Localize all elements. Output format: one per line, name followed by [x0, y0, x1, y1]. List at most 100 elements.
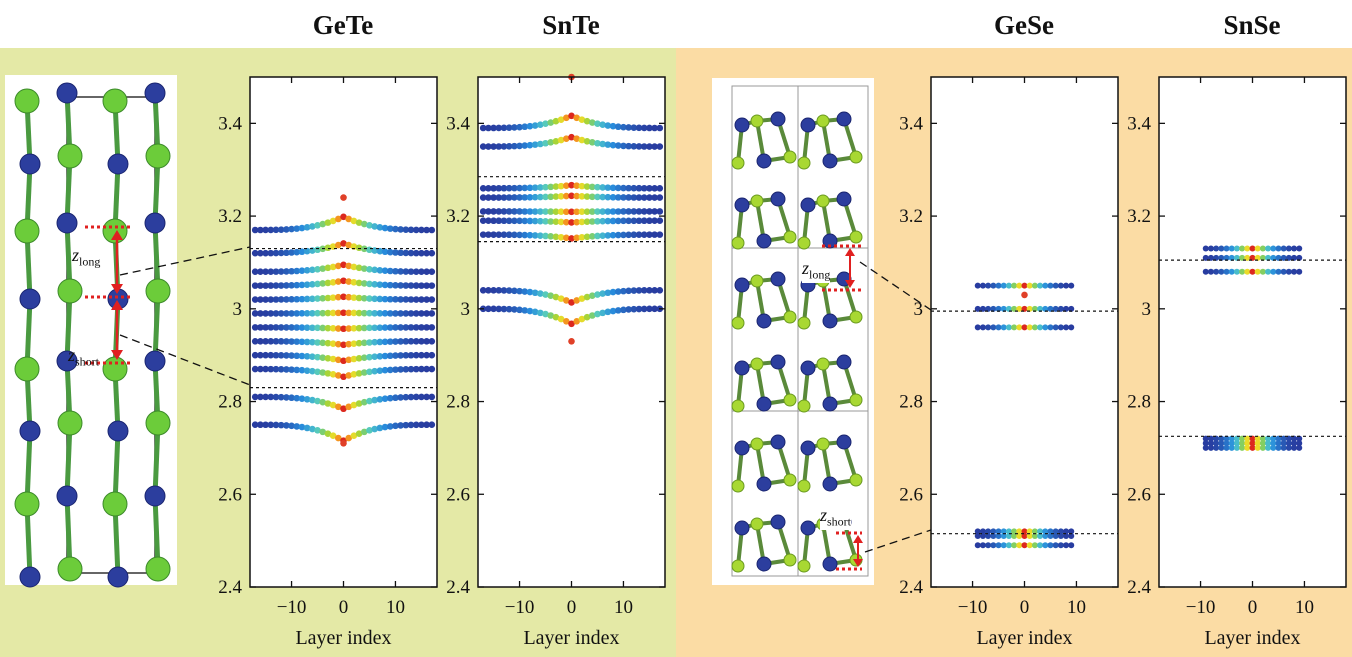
data-point — [583, 233, 591, 241]
data-point — [272, 393, 280, 401]
data-point — [1249, 268, 1256, 275]
data-point — [479, 217, 487, 225]
data-point — [583, 117, 591, 125]
data-point — [381, 248, 389, 256]
data-point — [355, 294, 363, 302]
se-atom — [797, 479, 811, 493]
data-point — [511, 142, 518, 150]
data-point — [355, 309, 363, 317]
data-point — [407, 282, 415, 289]
data-point — [1052, 324, 1059, 331]
data-point — [552, 233, 560, 241]
data-point — [1218, 268, 1225, 275]
data-point — [500, 217, 508, 225]
data-point — [293, 267, 301, 275]
data-point — [547, 233, 555, 240]
data-point — [335, 262, 342, 270]
data-point — [257, 393, 264, 401]
data-point — [371, 338, 378, 346]
data-point — [505, 208, 513, 215]
data-point — [1280, 440, 1287, 447]
data-point — [355, 244, 363, 252]
data-point — [340, 341, 347, 349]
data-point — [1233, 268, 1240, 275]
data-point — [635, 231, 643, 238]
data-point — [1291, 440, 1298, 447]
data-point — [990, 542, 997, 549]
data-point — [319, 265, 327, 272]
connector-line — [864, 529, 932, 553]
data-point — [594, 120, 601, 128]
y-tick-label: 2.6 — [218, 484, 242, 505]
ge-atom — [756, 313, 772, 329]
data-point — [272, 296, 280, 303]
data-point — [257, 296, 264, 303]
data-point — [995, 282, 1002, 289]
data-point — [485, 208, 492, 215]
data-point — [1016, 305, 1023, 312]
data-point — [646, 124, 653, 132]
y-tick-label: 3.2 — [899, 206, 923, 227]
data-point — [412, 351, 420, 359]
x-tick-label: −10 — [505, 597, 535, 618]
data-point — [531, 141, 539, 148]
data-point — [625, 208, 632, 215]
data-point — [599, 193, 606, 201]
data-point — [1244, 254, 1251, 261]
x-tick-label: 10 — [1067, 597, 1086, 618]
x-axis-label: Layer index — [523, 627, 619, 649]
data-point — [267, 365, 275, 373]
data-point — [1280, 254, 1287, 261]
data-point — [573, 317, 580, 325]
data-point — [329, 432, 337, 440]
data-point — [309, 309, 316, 317]
data-point — [1259, 268, 1266, 275]
data-point — [272, 249, 280, 257]
data-point — [251, 351, 259, 359]
data-point — [620, 208, 627, 215]
te-atom — [56, 350, 78, 372]
data-point — [381, 352, 389, 360]
y-tick-label: 3.2 — [1127, 206, 1151, 227]
data-point — [371, 353, 378, 360]
data-point — [262, 249, 269, 257]
data-point — [293, 281, 301, 289]
data-point — [402, 249, 410, 257]
data-point — [1057, 533, 1064, 539]
data-point — [283, 352, 290, 359]
ge-atom — [770, 354, 786, 370]
data-point — [350, 263, 358, 271]
data-point — [479, 184, 487, 192]
te-atom — [19, 420, 41, 442]
data-point — [376, 367, 384, 374]
te-atom — [56, 485, 78, 507]
data-point — [257, 226, 264, 234]
data-point — [402, 324, 410, 331]
data-point — [1285, 268, 1292, 275]
z-short-label-left: zshort — [68, 345, 100, 369]
data-point — [386, 352, 394, 360]
ge-atom — [145, 410, 171, 436]
data-point — [1275, 245, 1282, 252]
data-point — [262, 296, 269, 303]
data-point — [1005, 533, 1012, 539]
data-point — [376, 353, 384, 360]
data-point — [646, 231, 653, 238]
data-point — [604, 289, 612, 297]
data-point — [521, 142, 529, 149]
data-point — [500, 287, 508, 294]
data-point — [599, 184, 606, 191]
data-point — [656, 124, 664, 132]
data-point-apex — [568, 337, 575, 345]
data-point — [1037, 542, 1044, 549]
data-point — [345, 434, 352, 442]
data-point — [588, 193, 596, 201]
x-axis-label: Layer index — [976, 627, 1072, 649]
data-point — [542, 139, 549, 147]
y-tick-label: 3.2 — [446, 206, 470, 227]
data-point — [985, 324, 992, 331]
data-point — [386, 338, 394, 345]
data-point — [573, 218, 580, 226]
data-point — [531, 208, 539, 215]
data-point — [490, 208, 497, 215]
